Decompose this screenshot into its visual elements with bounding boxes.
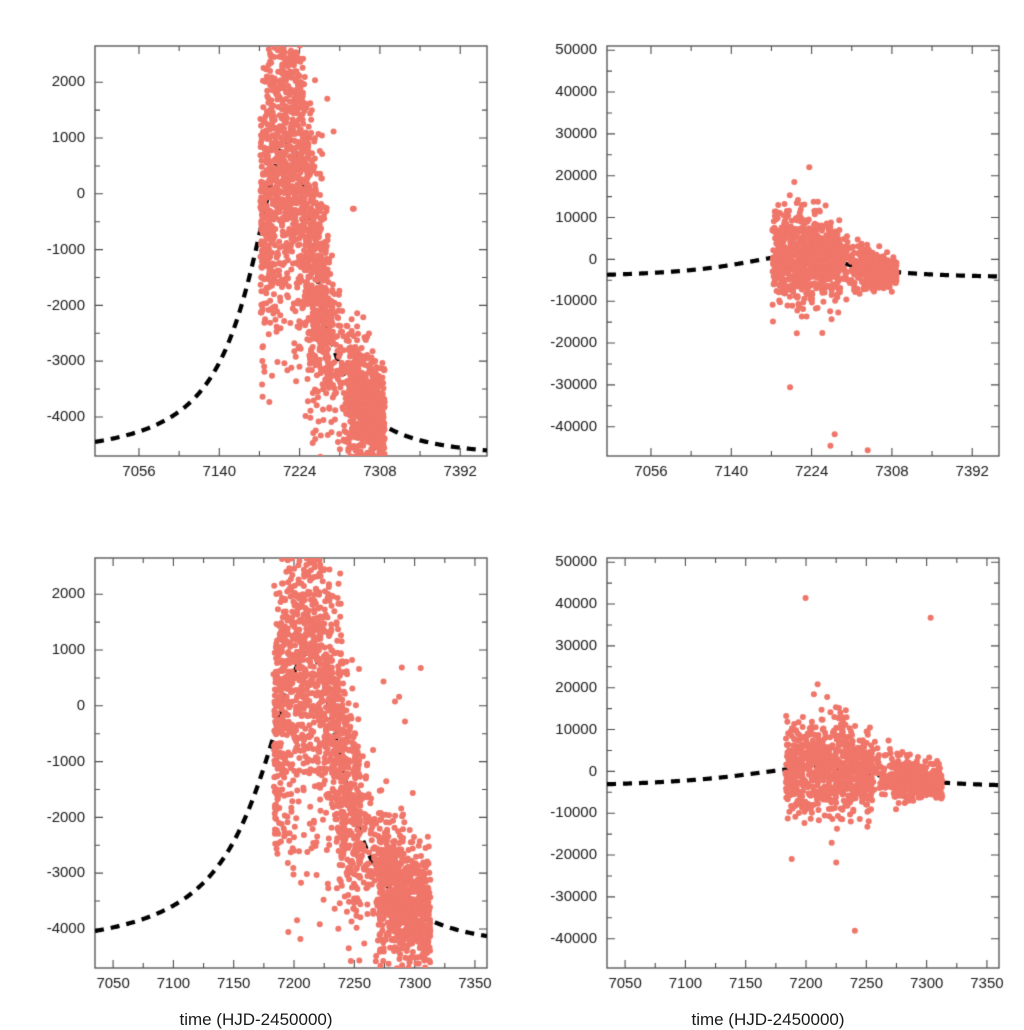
y-axis-label-top-left: d flux [0,237,5,275]
scatter-canvas-bottom-right [512,512,1024,1024]
chart-page: BLG01K1327.0649 d flux 2110 0.00 0.00 0 … [0,0,1024,1024]
y-axis-label-bottom-left: d flux [0,749,5,787]
x-axis-label-bottom-right: time (HJD-2450000) [512,1010,1024,1030]
panel-top-right: 2110 0.00 0.00 0 [512,0,1024,512]
scatter-canvas-top-left [0,0,512,512]
scatter-canvas-top-right [512,0,1024,512]
scatter-canvas-bottom-left [0,512,512,1024]
panel-bottom-left: d flux time (HJD-2450000) [0,512,512,1024]
panel-bottom-right: time (HJD-2450000) [512,512,1024,1024]
panel-top-left: BLG01K1327.0649 d flux [0,0,512,512]
x-axis-label-bottom-left: time (HJD-2450000) [0,1010,512,1030]
